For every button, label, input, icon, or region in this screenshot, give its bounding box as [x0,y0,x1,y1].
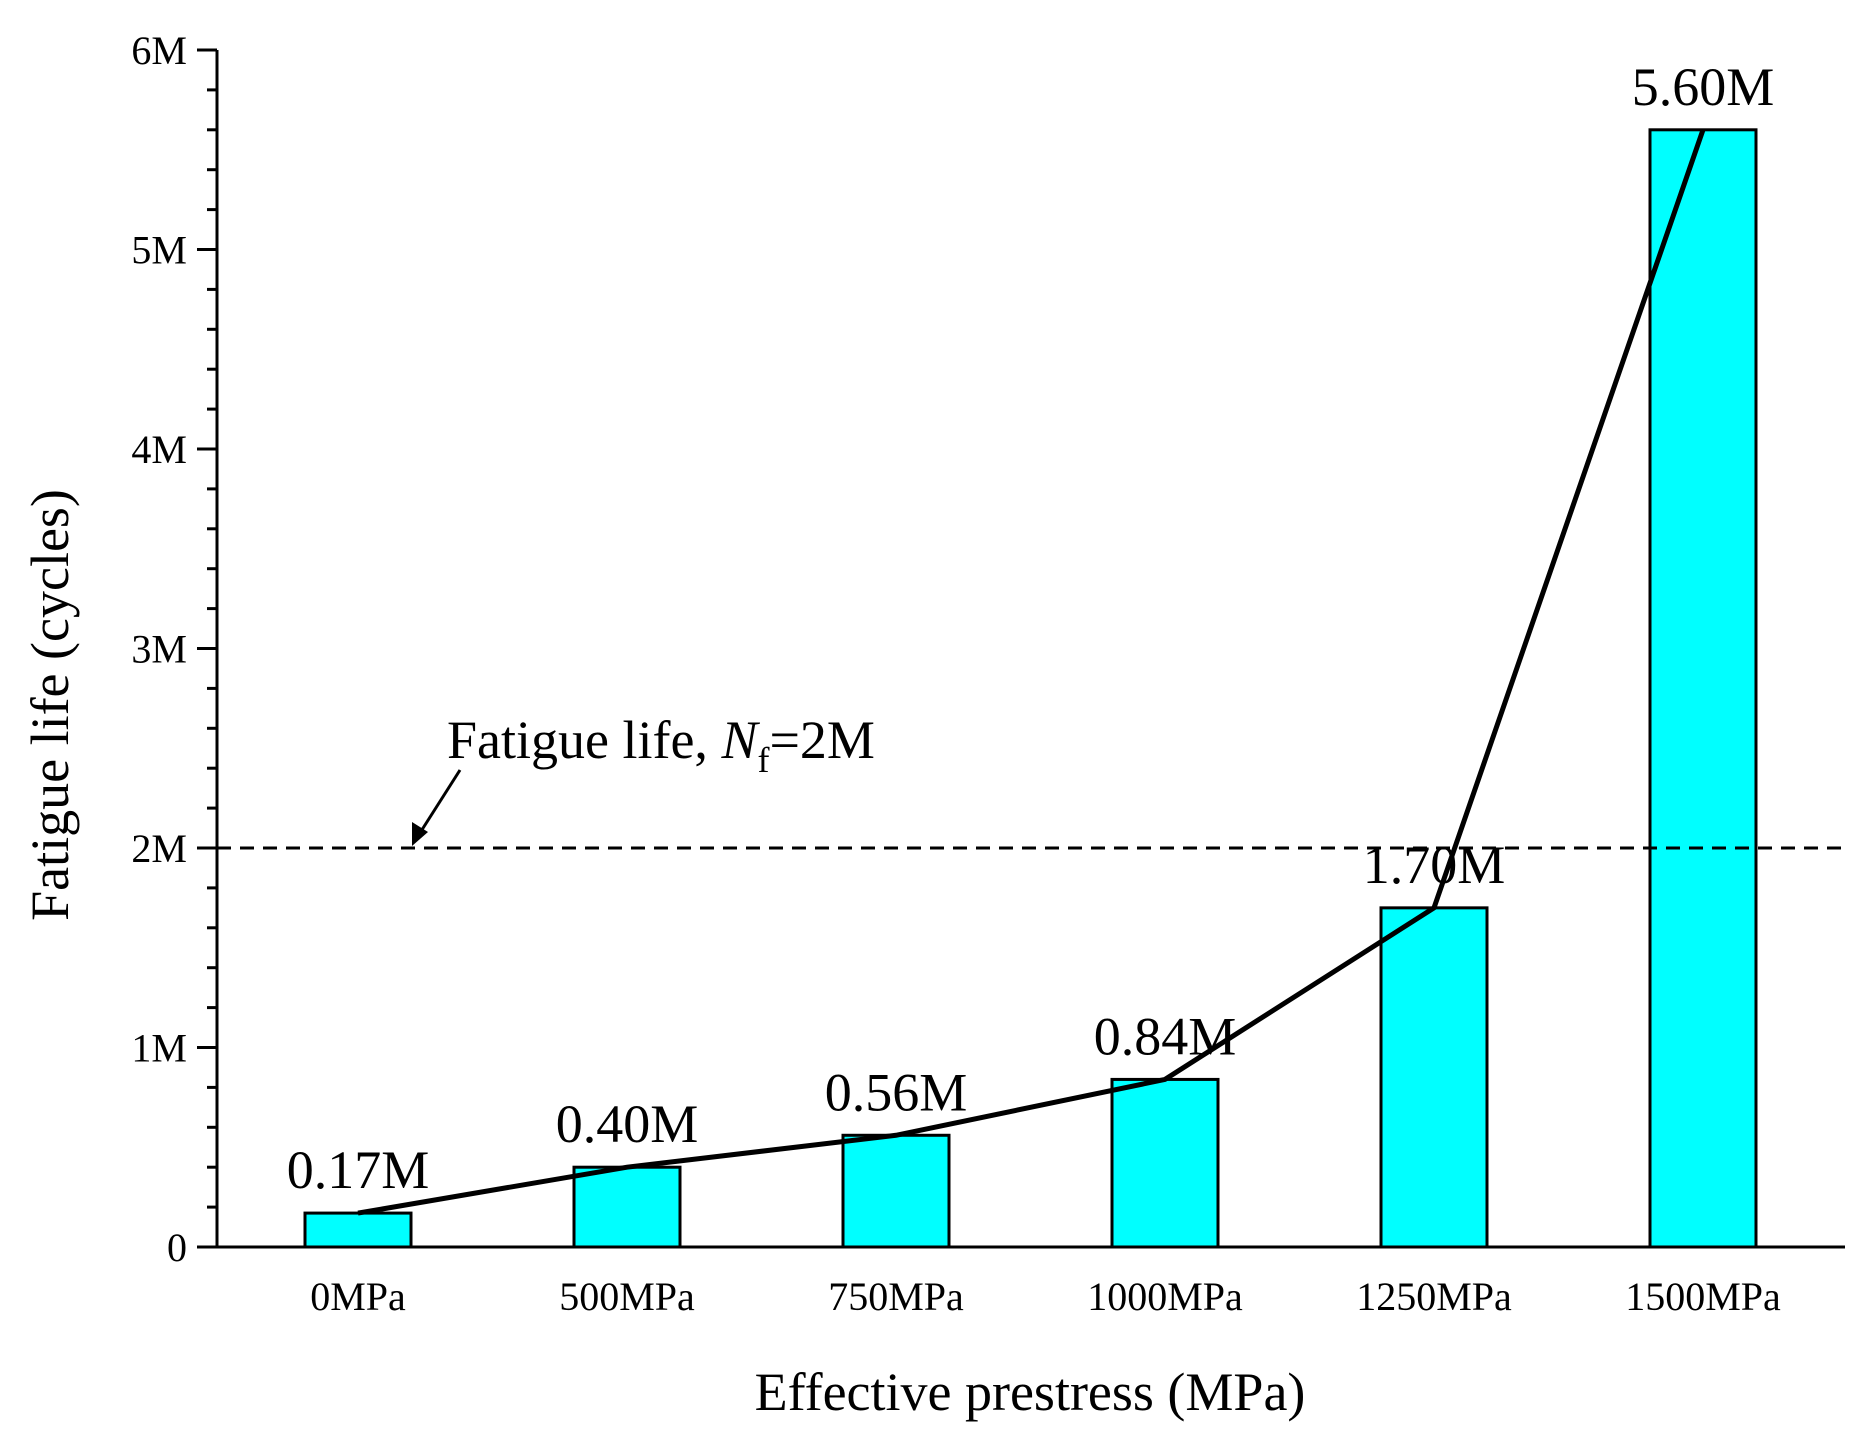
y-axis-title: Fatigue life (cycles) [20,489,80,921]
x-tick-label: 1500MPa [1625,1274,1781,1319]
reference-line-annotation: Fatigue life, Nf=2M [447,710,875,780]
reference-arrow-shaft [416,769,462,837]
trend-line [357,128,1706,1216]
x-tick-label: 0MPa [310,1274,406,1319]
y-tick-label: 2M [131,826,187,871]
y-tick-label: 3M [131,627,187,672]
y-tick-label: 6M [131,28,187,73]
bar-1250MPa [1379,906,1489,1249]
y-tick-label: 4M [131,427,187,472]
data-label: 0.56M [825,1062,968,1122]
data-label: 0.17M [287,1140,430,1200]
bar-750MPa [841,1133,951,1249]
data-label: 5.60M [1632,57,1775,117]
x-tick-label: 750MPa [828,1274,964,1319]
x-tick-label: 500MPa [559,1274,695,1319]
bars-layer [303,128,1758,1249]
reference-label-symbol: N [720,710,760,770]
reference-label-prefix: Fatigue life, [447,710,721,770]
axes-layer [197,48,1845,1249]
data-label: 0.40M [556,1094,699,1154]
reference-label-subscript: f [757,740,769,780]
bar-1000MPa [1110,1077,1220,1249]
y-tick-label: 1M [131,1026,187,1071]
x-tick-label: 1250MPa [1356,1274,1512,1319]
y-tick-label: 0 [167,1225,187,1270]
y-tick-label: 5M [131,228,187,273]
reference-label-suffix: =2M [769,710,874,770]
bar-1500MPa [1648,128,1758,1249]
trend-line-layer [357,128,1706,1216]
labels-layer: 0 1M 2M 3M 4M 5M 6M 0MPa 500MPa 750MPa 1000MPa 1250… [131,28,1781,1319]
x-axis-title: Effective prestress (MPa) [755,1362,1306,1422]
reference-arrow-head [412,822,428,846]
bar-0MPa [303,1211,413,1249]
data-label: 0.84M [1094,1006,1237,1066]
data-label: 1.70M [1363,835,1506,895]
x-tick-label: 1000MPa [1087,1274,1243,1319]
bar-500MPa [572,1165,682,1249]
